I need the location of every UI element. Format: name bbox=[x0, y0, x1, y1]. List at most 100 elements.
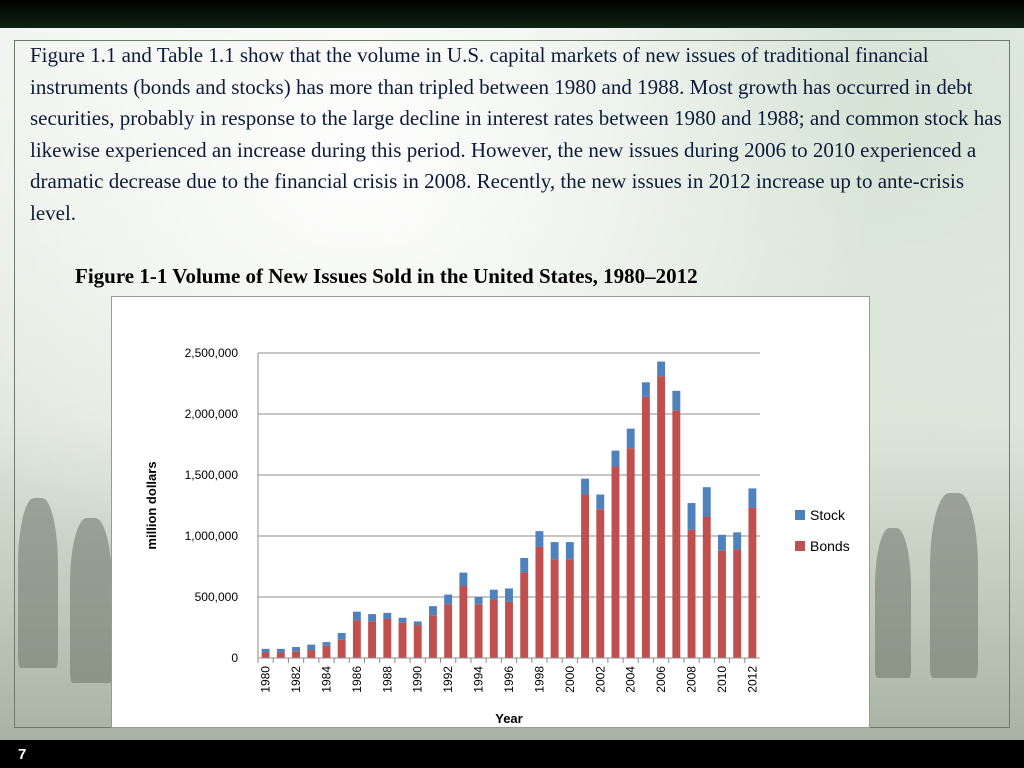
bar-stock bbox=[687, 503, 696, 530]
bar-bonds bbox=[565, 559, 574, 658]
bar-stock bbox=[733, 532, 742, 550]
bar-bonds bbox=[520, 572, 529, 658]
bar-bonds bbox=[626, 448, 635, 658]
x-tick-label: 1990 bbox=[411, 666, 425, 693]
legend-swatch bbox=[795, 541, 805, 551]
legend-label: Bonds bbox=[810, 538, 850, 554]
bar-stock bbox=[672, 390, 681, 411]
x-tick-label: 1984 bbox=[319, 666, 333, 693]
bar-bonds bbox=[276, 652, 285, 658]
x-tick-label: 1982 bbox=[289, 666, 303, 693]
x-tick-label: 1986 bbox=[350, 666, 364, 693]
bar-bonds bbox=[292, 651, 300, 658]
y-axis-title: million dollars bbox=[144, 461, 159, 549]
bar-stock bbox=[261, 648, 270, 653]
bar-bonds bbox=[672, 410, 681, 658]
x-tick-label: 1992 bbox=[441, 666, 455, 693]
background-person-silhouette bbox=[930, 493, 978, 678]
bar-bonds bbox=[596, 509, 605, 658]
bar-bonds bbox=[505, 601, 513, 658]
y-tick-label: 500,000 bbox=[195, 590, 239, 604]
bar-stock bbox=[368, 614, 377, 622]
x-tick-label: 1988 bbox=[380, 666, 394, 693]
x-tick-label: 2004 bbox=[624, 666, 638, 693]
bar-stock bbox=[535, 531, 544, 547]
figure-title: Figure 1-1 Volume of New Issues Sold in … bbox=[75, 264, 698, 288]
stacked-bar-chart: 0 500,000 1,000,000 1,500,000 2,000,000 2,500… bbox=[144, 346, 850, 726]
bar-bonds bbox=[383, 618, 392, 658]
bar-stock bbox=[352, 611, 361, 621]
bar-stock bbox=[337, 632, 346, 640]
y-tick-label: 0 bbox=[231, 651, 238, 665]
x-tick-label: 1998 bbox=[532, 666, 546, 693]
bar-stock bbox=[748, 488, 757, 508]
bar-bonds bbox=[444, 604, 453, 658]
bar-bonds bbox=[702, 516, 711, 658]
x-tick-label: 1994 bbox=[472, 666, 486, 693]
slide: Figure 1.1 and Table 1.1 show that the v… bbox=[0, 28, 1024, 740]
bar-stock bbox=[718, 534, 726, 551]
y-tick-label: 2,000,000 bbox=[185, 407, 239, 421]
bar-stock bbox=[596, 494, 605, 510]
bar-stock bbox=[611, 450, 620, 467]
bar-bonds bbox=[307, 650, 316, 658]
bar-bonds bbox=[459, 586, 468, 658]
bar-bonds bbox=[641, 396, 650, 658]
bar-stock bbox=[292, 647, 300, 652]
x-tick-label: 2008 bbox=[685, 666, 699, 693]
bar-bonds bbox=[733, 549, 742, 658]
x-tick-label: 2010 bbox=[715, 666, 729, 693]
bar-stock bbox=[398, 617, 407, 623]
bar-stock bbox=[520, 557, 529, 573]
bar-bonds bbox=[748, 507, 757, 658]
x-axis-title: Year bbox=[495, 711, 522, 726]
bar-bonds bbox=[261, 652, 270, 658]
y-tick-label: 1,000,000 bbox=[185, 529, 239, 543]
bar-bonds bbox=[474, 604, 483, 658]
bar-stock bbox=[307, 644, 316, 651]
bar-bonds bbox=[398, 622, 407, 658]
bar-stock bbox=[428, 606, 437, 616]
y-tick-label: 1,500,000 bbox=[185, 468, 239, 482]
bar-bonds bbox=[550, 559, 559, 658]
x-tick-label: 1980 bbox=[259, 666, 273, 693]
background-person-silhouette bbox=[18, 498, 58, 668]
bar-stock bbox=[322, 642, 331, 646]
bar-stock bbox=[702, 487, 711, 517]
y-tick-label: 2,500,000 bbox=[185, 346, 239, 360]
background-person-silhouette bbox=[875, 528, 911, 678]
bar-stock bbox=[474, 597, 483, 605]
legend-swatch bbox=[795, 510, 805, 520]
bar-bonds bbox=[413, 625, 422, 658]
bar-bonds bbox=[687, 529, 696, 658]
bar-stock bbox=[550, 542, 559, 560]
x-tick-label: 1996 bbox=[502, 666, 516, 693]
bar-stock bbox=[626, 428, 635, 449]
bar-bonds bbox=[581, 494, 590, 658]
bar-stock bbox=[641, 382, 650, 397]
bar-bonds bbox=[611, 466, 620, 658]
slide-body-text: Figure 1.1 and Table 1.1 show that the v… bbox=[30, 43, 1002, 225]
bar-stock bbox=[657, 361, 666, 377]
bar-stock bbox=[413, 621, 422, 626]
bar-bonds bbox=[657, 376, 666, 658]
bar-stock bbox=[383, 612, 392, 619]
background-person-silhouette bbox=[70, 518, 112, 683]
bar-bonds bbox=[368, 621, 377, 658]
bottom-bar: 7 bbox=[0, 740, 1024, 768]
bar-bonds bbox=[428, 615, 437, 658]
x-tick-label: 2006 bbox=[654, 666, 668, 693]
bar-stock bbox=[505, 588, 513, 602]
x-tick-label: 2002 bbox=[593, 666, 607, 693]
bar-bonds bbox=[352, 620, 361, 658]
top-bar bbox=[0, 0, 1024, 28]
page-number: 7 bbox=[18, 746, 27, 763]
x-tick-label: 2000 bbox=[563, 666, 577, 693]
bar-stock bbox=[489, 589, 498, 600]
bar-stock bbox=[276, 648, 285, 653]
bar-bonds bbox=[489, 599, 498, 658]
bar-bonds bbox=[535, 546, 544, 658]
x-tick-label: 2012 bbox=[745, 666, 759, 693]
bar-stock bbox=[565, 542, 574, 560]
legend-label: Stock bbox=[810, 507, 846, 523]
